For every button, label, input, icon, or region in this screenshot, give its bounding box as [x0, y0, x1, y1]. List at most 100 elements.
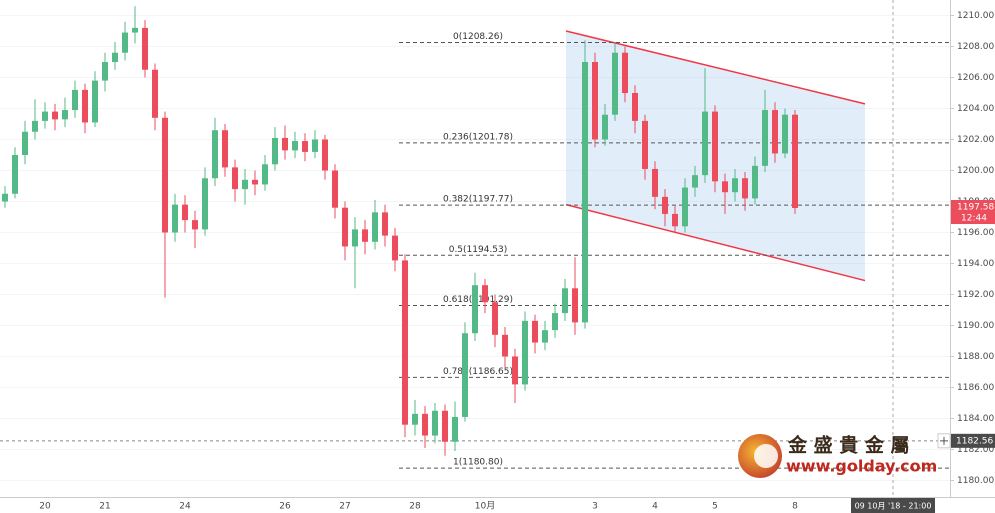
- x-tick-label: 10月: [475, 501, 495, 512]
- candle-body: [302, 141, 308, 152]
- candle-body: [272, 137, 278, 165]
- last-price-label: 1197.58: [957, 203, 994, 213]
- candle-body: [772, 110, 778, 154]
- candle-body: [62, 110, 68, 120]
- candle-body: [562, 288, 568, 314]
- fib-label: 0.382(1197.77): [443, 195, 513, 205]
- candle-body: [222, 130, 228, 168]
- candle-body: [552, 313, 558, 331]
- candle-body: [422, 413, 428, 436]
- candle-body: [722, 181, 728, 193]
- x-tick-label: 20: [39, 502, 51, 512]
- candle-body: [662, 196, 668, 214]
- candle-body: [592, 62, 598, 140]
- candle-body: [192, 220, 198, 230]
- candle-body: [372, 212, 378, 242]
- candle-body: [732, 178, 738, 193]
- logo-icon-inner: [754, 444, 778, 468]
- candle-body: [572, 288, 578, 323]
- fib-label: 0.786(1186.65): [443, 367, 513, 377]
- candle-body: [132, 27, 138, 33]
- candle-body: [742, 178, 748, 199]
- fib-label: 0.5(1194.53): [449, 245, 508, 255]
- candle-body: [582, 62, 588, 323]
- candle-body: [462, 333, 468, 417]
- y-tick-label: 1204.00: [957, 104, 994, 114]
- candle-body: [322, 139, 328, 171]
- candle-body: [22, 131, 28, 155]
- y-tick-label: 1206.00: [957, 73, 994, 83]
- candle-body: [672, 213, 678, 227]
- candle-body: [782, 114, 788, 154]
- candle-body: [282, 137, 288, 151]
- watermark: 金 盛 貴 金 屬 www.golday.com: [738, 434, 937, 478]
- plot-layer: 0(1208.26) 0.236(1201.78) 0.382(1197.77) 0.…: [0, 0, 950, 496]
- candle-body: [612, 52, 618, 115]
- candle-body: [482, 285, 488, 303]
- candle-body: [92, 80, 98, 123]
- candle-body: [172, 204, 178, 233]
- candle-body: [212, 130, 218, 179]
- candle-body: [392, 235, 398, 261]
- candle-body: [112, 52, 118, 62]
- fib-label: 0.236(1201.78): [443, 132, 513, 142]
- y-tick-label: 1184.00: [957, 414, 994, 424]
- candle-body: [82, 89, 88, 123]
- candle-body: [242, 179, 248, 190]
- channel-line: [565, 30, 866, 105]
- candle-body: [362, 229, 368, 242]
- crosshair-box: [951, 433, 995, 448]
- watermark-name: 金 盛 貴 金 屬: [787, 434, 909, 457]
- candle-body: [432, 410, 438, 436]
- candle-body: [502, 334, 508, 357]
- crosshair-time-box: [851, 498, 935, 513]
- candle-body: [32, 120, 38, 132]
- y-tick-label: 1188.00: [957, 352, 994, 362]
- candle-body: [692, 175, 698, 188]
- x-tick-label: 8: [792, 502, 798, 512]
- candle-body: [2, 193, 8, 202]
- last-price-time: 12:44: [961, 214, 987, 224]
- candle-body: [202, 178, 208, 230]
- candle-body: [232, 167, 238, 190]
- candle-body: [512, 356, 518, 385]
- x-tick-label: 4: [652, 502, 658, 512]
- candle-body: [652, 168, 658, 197]
- candle-body: [292, 141, 298, 151]
- candle-body: [412, 413, 418, 425]
- y-tick-label: 1186.00: [957, 383, 994, 393]
- candle-body: [262, 164, 268, 185]
- candle-body: [442, 410, 448, 442]
- y-tick-label: 1180.00: [957, 476, 994, 486]
- candle-body: [602, 114, 608, 140]
- crosshair-price-label: 1182.56: [956, 436, 993, 446]
- candle-body: [792, 114, 798, 209]
- candle-body: [312, 139, 318, 152]
- fib-label: 1(1180.80): [453, 458, 503, 468]
- candle-body: [402, 260, 408, 425]
- watermark-url: www.golday.com: [786, 457, 937, 476]
- candle-body: [452, 416, 458, 442]
- x-tick-label: 21: [99, 502, 110, 512]
- candle-body: [702, 111, 708, 176]
- candle-body: [752, 165, 758, 199]
- y-tick-label: 1208.00: [957, 42, 994, 52]
- candle-body: [12, 155, 18, 194]
- candle-body: [102, 62, 108, 81]
- crosshair-time-label: 09 10月 '18 - 21:00: [855, 502, 932, 511]
- crosshair-plus: [940, 436, 948, 445]
- candle-body: [252, 179, 258, 185]
- candle-body: [122, 32, 128, 53]
- candle-body: [142, 27, 148, 70]
- candle-body: [622, 52, 628, 93]
- y-tick-label: 1190.00: [957, 321, 994, 331]
- candle-body: [152, 69, 158, 118]
- candle-body: [352, 229, 358, 247]
- channel-line: [565, 203, 866, 282]
- y-tick-label: 1192.00: [957, 290, 994, 300]
- candle-body: [532, 320, 538, 343]
- candle-body: [332, 170, 338, 208]
- candle-body: [72, 89, 78, 111]
